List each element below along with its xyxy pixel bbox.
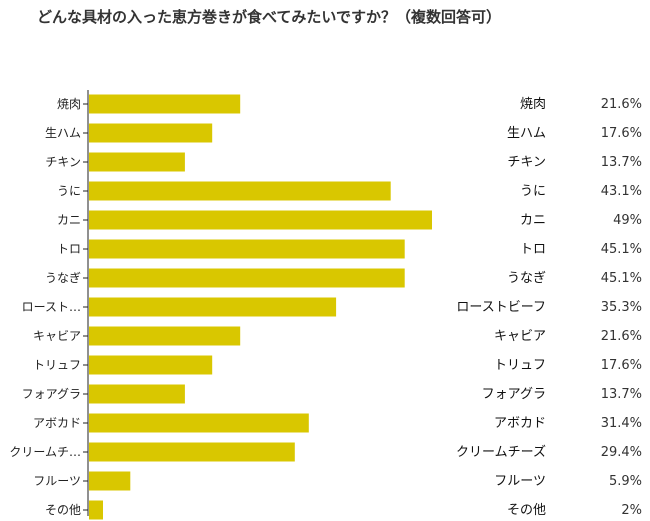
value-label: 29.4% [601, 445, 642, 460]
bar [89, 471, 131, 491]
value-label: 5.9% [609, 474, 642, 489]
right-category-label: ローストビーフ [456, 300, 546, 315]
category-label: フォアグラ [22, 387, 81, 401]
value-label: 21.6% [601, 329, 642, 344]
bar [89, 181, 391, 201]
bar [89, 123, 213, 143]
right-category-label: クリームチーズ [456, 444, 546, 460]
category-label: 生ハム [45, 126, 81, 140]
value-label: 45.1% [601, 242, 642, 257]
category-label: うに [57, 184, 81, 198]
bar [89, 326, 241, 346]
value-label: 49% [613, 213, 642, 228]
category-label: カニ [57, 213, 81, 227]
bar [89, 384, 185, 404]
category-label: アボカド [33, 416, 81, 430]
value-label: 35.3% [601, 300, 642, 315]
value-label: 2% [621, 503, 642, 518]
value-label: 17.6% [601, 358, 642, 373]
category-label: ロースト… [22, 300, 81, 314]
bar [89, 442, 295, 462]
bar [89, 500, 103, 520]
category-label: 焼肉 [57, 97, 81, 111]
value-label: 13.7% [601, 155, 642, 170]
value-label: 43.1% [601, 184, 642, 199]
category-label: チキン [45, 155, 81, 169]
right-category-label: チキン [507, 155, 546, 170]
right-category-label: カニ [520, 213, 546, 228]
right-category-label: キャビア [494, 329, 546, 344]
bar [89, 94, 241, 114]
right-category-label: トリュフ [494, 358, 546, 373]
value-label: 17.6% [601, 126, 642, 141]
category-label: キャビア [33, 329, 81, 343]
bar [89, 268, 405, 288]
category-label: トリュフ [33, 358, 81, 372]
bar [89, 239, 405, 259]
right-category-label: フォアグラ [482, 387, 546, 402]
category-label: その他 [45, 503, 81, 517]
bar [89, 297, 337, 317]
category-label: クリームチ… [9, 445, 81, 459]
right-category-label: 焼肉 [520, 97, 546, 112]
bar [89, 355, 213, 375]
bar [89, 210, 432, 230]
category-label: トロ [57, 242, 81, 256]
right-category-label: うに [520, 184, 546, 199]
bar [89, 413, 309, 433]
right-category-label: アボカド [494, 416, 546, 431]
right-category-label: 生ハム [507, 126, 546, 141]
value-label: 45.1% [601, 271, 642, 286]
right-category-label: うなぎ [507, 271, 546, 286]
right-category-label: その他 [507, 503, 546, 518]
right-category-label: トロ [520, 242, 546, 257]
category-label: うなぎ [45, 271, 81, 285]
value-label: 13.7% [601, 387, 642, 402]
category-label: フルーツ [33, 474, 81, 488]
right-category-label: フルーツ [494, 474, 546, 489]
value-label: 31.4% [601, 416, 642, 431]
bar [89, 152, 185, 172]
chart-title: どんな具材の入った恵方巻きが食べてみたいですか？（複数回答可） [37, 8, 501, 26]
value-label: 21.6% [601, 97, 642, 112]
